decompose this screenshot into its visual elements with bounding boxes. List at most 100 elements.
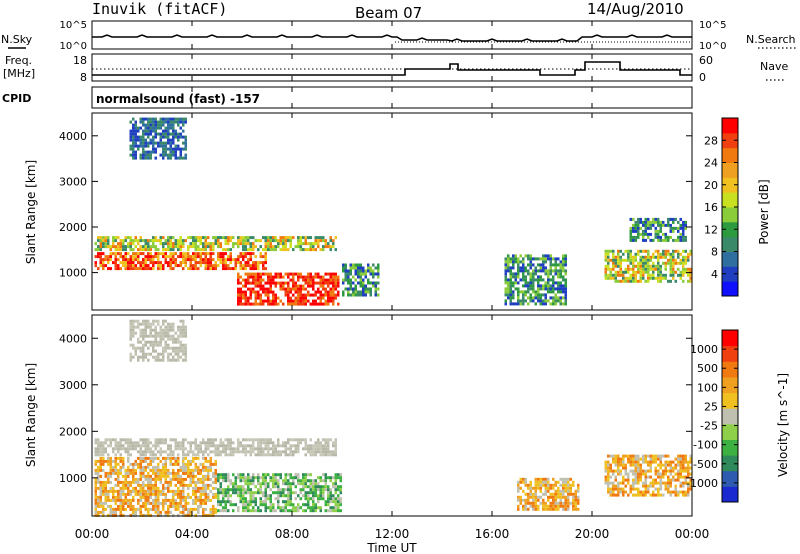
heatmap-cell	[539, 266, 542, 270]
heatmap-cell	[157, 492, 160, 496]
heatmap-cell	[179, 477, 182, 481]
colorbar-swatch	[722, 221, 738, 238]
heatmap-cell	[192, 450, 195, 454]
heatmap-cell	[127, 492, 130, 496]
heatmap-cell	[129, 358, 132, 362]
heatmap-cell	[102, 489, 105, 493]
heatmap-cell	[249, 272, 252, 276]
heatmap-cell	[564, 272, 567, 276]
heatmap-cell	[504, 266, 507, 270]
heatmap-cell	[289, 242, 292, 246]
heatmap-cell	[247, 242, 250, 246]
heatmap-cell	[327, 278, 330, 282]
heatmap-cell	[229, 261, 232, 265]
heatmap-cell	[97, 236, 100, 240]
heatmap-cell	[634, 226, 637, 230]
heatmap-cell	[229, 236, 232, 240]
colorbar-tick-label: 1000	[690, 343, 718, 356]
y-tick-label: 2000	[59, 221, 87, 234]
heatmap-cell	[252, 287, 255, 291]
heatmap-cell	[334, 509, 337, 513]
heatmap-cell	[199, 486, 202, 490]
heatmap-cell	[247, 302, 250, 306]
heatmap-cell	[244, 476, 247, 480]
heatmap-cell	[262, 255, 265, 259]
heatmap-cell	[332, 299, 335, 303]
heatmap-cell	[137, 337, 140, 341]
heatmap-cell	[114, 495, 117, 499]
heatmap-cell	[107, 513, 110, 517]
heatmap-cell	[572, 495, 575, 499]
heatmap-cell	[512, 281, 515, 285]
heatmap-cell	[304, 242, 307, 246]
heatmap-cell	[197, 495, 200, 499]
heatmap-cell	[564, 287, 567, 291]
heatmap-cell	[559, 269, 562, 273]
heatmap-cell	[132, 495, 135, 499]
heatmap-cell	[174, 441, 177, 445]
colorbar-tick-label: 12	[704, 223, 718, 236]
heatmap-cell	[97, 450, 100, 454]
heatmap-cell	[162, 144, 165, 148]
heatmap-cell	[374, 281, 377, 285]
heatmap-cell	[632, 238, 635, 242]
heatmap-cell	[199, 498, 202, 502]
heatmap-cell	[664, 235, 667, 239]
heatmap-cell	[304, 444, 307, 448]
heatmap-cell	[512, 257, 515, 261]
heatmap-cell	[544, 504, 547, 508]
heatmap-cell	[574, 495, 577, 499]
heatmap-cell	[302, 473, 305, 477]
heatmap-cell	[159, 144, 162, 148]
heatmap-cell	[139, 144, 142, 148]
heatmap-cell	[264, 441, 267, 445]
heatmap-cell	[157, 477, 160, 481]
heatmap-cell	[294, 473, 297, 477]
heatmap-cell	[254, 239, 257, 243]
heatmap-cell	[154, 498, 157, 502]
heatmap-cell	[187, 495, 190, 499]
cpid-text: normalsound (fast) -157	[96, 92, 260, 106]
heatmap-cell	[202, 513, 205, 517]
heatmap-cell	[174, 337, 177, 341]
heatmap-cell	[357, 293, 360, 297]
heatmap-cell	[547, 284, 550, 288]
heatmap-cell	[229, 258, 232, 262]
heatmap-cell	[109, 459, 112, 463]
heatmap-cell	[682, 490, 685, 494]
heatmap-cell	[534, 483, 537, 487]
heatmap-cell	[244, 278, 247, 282]
heatmap-cell	[132, 331, 135, 335]
heatmap-cell	[94, 489, 97, 493]
heatmap-cell	[139, 468, 142, 472]
heatmap-cell	[129, 144, 132, 148]
heatmap-cell	[132, 138, 135, 142]
heatmap-cell	[252, 236, 255, 240]
heatmap-cell	[172, 504, 175, 508]
heatmap-cell	[164, 438, 167, 442]
heatmap-cell	[182, 510, 185, 514]
heatmap-cell	[167, 120, 170, 124]
heatmap-cell	[167, 138, 170, 142]
heatmap-cell	[319, 497, 322, 501]
heatmap-cell	[127, 459, 130, 463]
heatmap-cell	[304, 482, 307, 486]
heatmap-cell	[522, 299, 525, 303]
heatmap-cell	[214, 236, 217, 240]
heatmap-cell	[512, 275, 515, 279]
heatmap-cell	[177, 245, 180, 249]
heatmap-cell	[312, 275, 315, 279]
heatmap-cell	[289, 236, 292, 240]
heatmap-cell	[172, 328, 175, 332]
heatmap-cell	[152, 483, 155, 487]
heatmap-cell	[177, 138, 180, 142]
heatmap-cell	[679, 454, 682, 458]
heatmap-cell	[309, 242, 312, 246]
heatmap-cell	[337, 503, 340, 507]
heatmap-cell	[307, 284, 310, 288]
heatmap-cell	[127, 264, 130, 268]
heatmap-cell	[229, 252, 232, 256]
heatmap-cell	[609, 466, 612, 470]
heatmap-cell	[179, 252, 182, 256]
heatmap-cell	[119, 239, 122, 243]
